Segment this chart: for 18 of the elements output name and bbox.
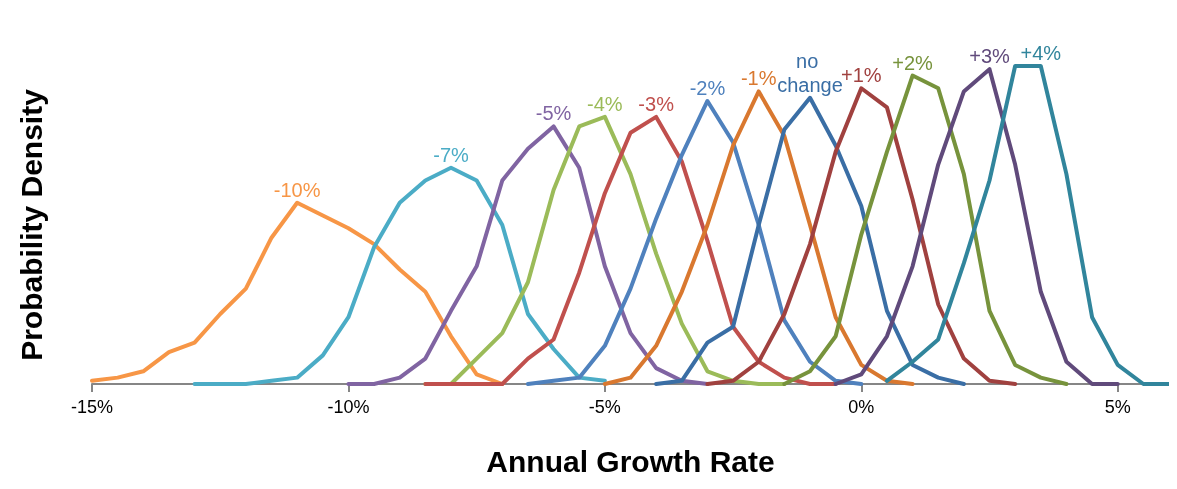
x-axis-title: Annual Growth Rate: [486, 444, 775, 478]
x-tick-label: 5%: [1104, 397, 1131, 417]
series-label: -10%: [273, 178, 321, 201]
series-label: no change: [777, 49, 843, 96]
series-label: -4%: [587, 92, 623, 115]
series-label: -5%: [535, 102, 572, 125]
series-label: +4%: [1020, 42, 1062, 64]
series-label: -7%: [433, 143, 469, 166]
x-tick-label: -10%: [327, 397, 370, 417]
series-label: -3%: [638, 92, 675, 115]
series-label: -2%: [689, 76, 726, 99]
x-tick-label: -15%: [70, 397, 114, 417]
y-axis-title: Probability Density: [14, 88, 48, 361]
series-label: +2%: [892, 51, 934, 74]
series-label: -1%: [740, 67, 777, 90]
series-label: +3%: [969, 45, 1011, 68]
x-tick-label: -5%: [588, 397, 621, 417]
x-tick-label: 0%: [848, 397, 875, 417]
